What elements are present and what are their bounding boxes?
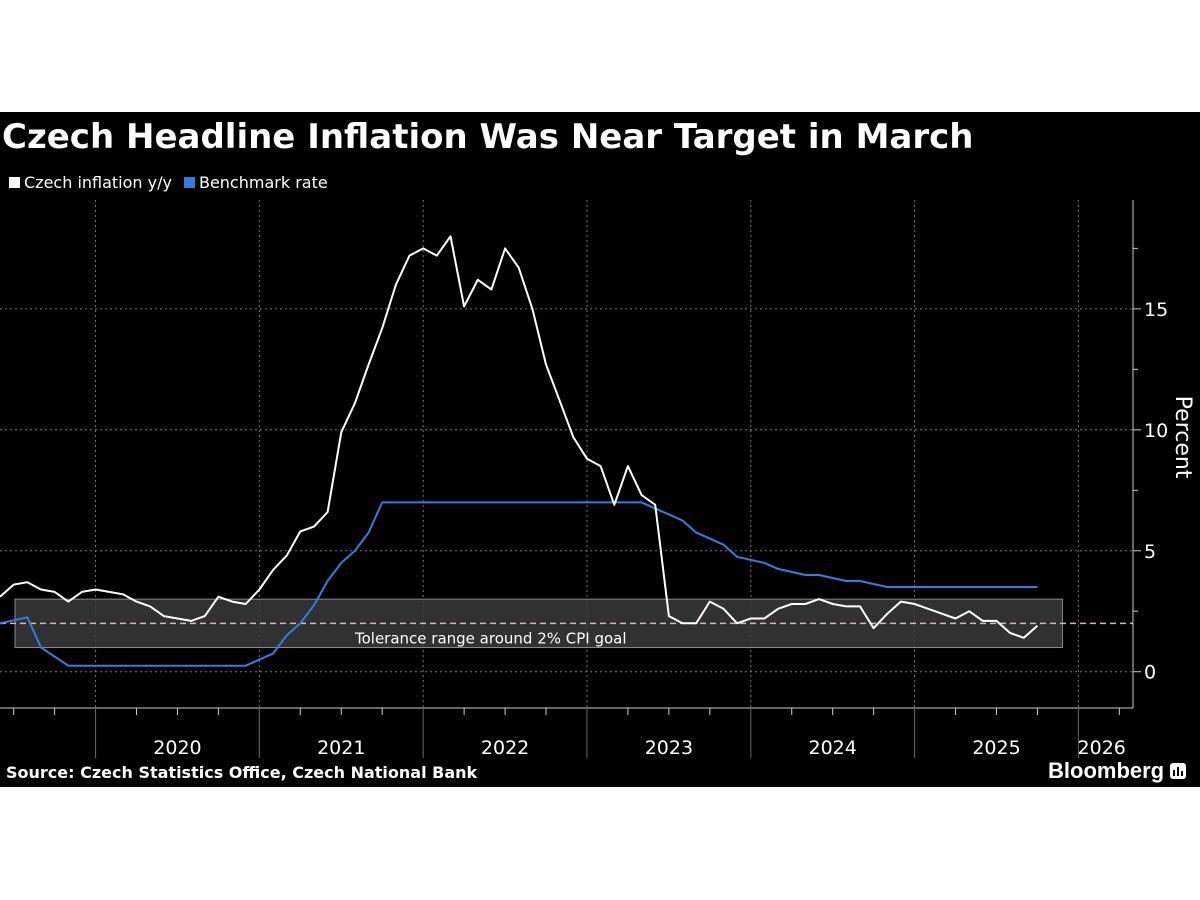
legend-swatch-rate [183, 176, 195, 188]
inflation-line [0, 235, 1039, 639]
x-tick-label-2020: 2020 [153, 737, 201, 759]
x-tick-label-2022: 2022 [481, 737, 529, 759]
y-tick-label-0: 0 [1144, 662, 1156, 684]
bloomberg-icon [1170, 763, 1187, 779]
tolerance-annotation: Tolerance range around 2% CPI goal [354, 629, 627, 647]
legend-item-inflation: Czech inflation y/y [9, 173, 172, 192]
source-note: Source: Czech Statistics Office, Czech N… [6, 763, 478, 782]
brand-wordmark: Bloomberg [1048, 758, 1165, 783]
chart-svg: Tolerance range around 2% CPI goal 0 5 10 15… [0, 200, 1195, 759]
x-tick-label-2023: 2023 [645, 737, 693, 759]
y-tick-label-15: 15 [1144, 299, 1168, 321]
legend-label-rate: Benchmark rate [198, 172, 328, 192]
bloomberg-logo: Bloomberg [1048, 758, 1187, 784]
y-axis-title: Percent [1170, 396, 1195, 479]
x-tick-label-2021: 2021 [317, 737, 365, 759]
legend: Czech inflation y/y Benchmark rate [9, 171, 340, 193]
legend-swatch-inflation [9, 176, 20, 188]
legend-label-inflation: Czech inflation y/y [24, 172, 172, 192]
x-tick-label-2025: 2025 [972, 737, 1020, 759]
tolerance-band [14, 598, 1063, 649]
x-tick-label-2024: 2024 [809, 737, 857, 759]
benchmark-rate-line [0, 501, 1038, 667]
chart-title: Czech Headline Inflation Was Near Target… [2, 117, 974, 157]
y-tick-label-5: 5 [1144, 541, 1156, 563]
chart-panel: Czech Headline Inflation Was Near Target… [0, 112, 1200, 787]
y-tick-label-10: 10 [1144, 420, 1168, 442]
legend-item-rate: Benchmark rate [183, 172, 328, 192]
x-tick-label-2026: 2026 [1078, 737, 1126, 759]
